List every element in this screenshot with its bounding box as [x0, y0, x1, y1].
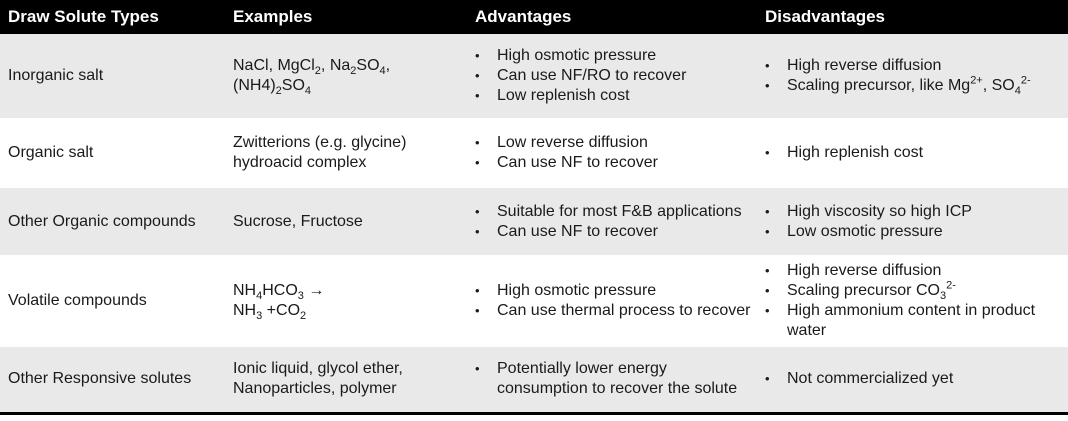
disadvantage-item: Scaling precursor, like Mg2+, SO42-: [765, 75, 1068, 97]
header-draw-solute-types: Draw Solute Types: [0, 0, 225, 34]
examples-cell: Ionic liquid, glycol ether, Nanoparticles…: [225, 346, 462, 415]
advantage-item: Low replenish cost: [475, 86, 757, 106]
disadvantages-cell: High replenish cost: [757, 119, 1068, 188]
advantage-item: Suitable for most F&B applications: [475, 202, 757, 222]
disadvantage-item: Low osmotic pressure: [765, 222, 1068, 242]
example-line: (NH4)2SO4: [233, 77, 312, 98]
disadvantage-item: High ammonium content in product water: [765, 301, 1068, 341]
advantage-item: Can use NF to recover: [475, 153, 757, 173]
advantage-item: Can use thermal process to recover: [475, 301, 757, 321]
disadvantage-item: High replenish cost: [765, 143, 1068, 163]
disadvantages-cell: Not commercialized yet: [757, 346, 1068, 415]
disadvantages-list: High viscosity so high ICPLow osmotic pr…: [765, 202, 1068, 242]
advantages-list: Low reverse diffusionCan use NF to recov…: [475, 133, 757, 173]
disadvantages-list: Not commercialized yet: [765, 369, 1068, 389]
advantages-cell: Low reverse diffusionCan use NF to recov…: [462, 119, 757, 188]
example-line: hydroacid complex: [233, 154, 367, 171]
header-disadvantages: Disadvantages: [757, 0, 1068, 34]
disadvantages-cell: High reverse diffusionScaling precursor …: [757, 256, 1068, 347]
example-line: Sucrose, Fructose: [233, 212, 363, 230]
disadvantage-item: High reverse diffusion: [765, 56, 1068, 76]
advantage-item: High osmotic pressure: [475, 46, 757, 66]
advantages-cell: High osmotic pressureCan use NF/RO to re…: [462, 34, 757, 120]
examples-cell: Sucrose, Fructose: [225, 187, 462, 257]
disadvantages-cell: High viscosity so high ICPLow osmotic pr…: [757, 187, 1068, 257]
examples-cell: NaCl, MgCl2, Na2SO4, (NH4)2SO4: [225, 34, 462, 120]
example-line: NH3 +CO2: [233, 302, 307, 323]
solute-type-cell: Volatile compounds: [0, 256, 225, 347]
example-line: NaCl, MgCl2, Na2SO4,: [233, 57, 391, 78]
disadvantage-item: Not commercialized yet: [765, 369, 1068, 389]
example-line: Nanoparticles, polymer: [233, 380, 397, 398]
solute-type-cell: Other Organic compounds: [0, 187, 225, 257]
solute-type-cell: Inorganic salt: [0, 34, 225, 120]
advantages-list: Potentially lower energy consumption to …: [475, 359, 757, 399]
disadvantage-item: High reverse diffusion: [765, 261, 1068, 281]
disadvantages-list: High reverse diffusionScaling precursor …: [765, 261, 1068, 341]
advantages-cell: Suitable for most F&B applicationsCan us…: [462, 187, 757, 257]
advantage-item: Can use NF to recover: [475, 222, 757, 242]
table-row: Other Organic compounds Sucrose, Fructose…: [0, 187, 1068, 257]
table-row: Inorganic salt NaCl, MgCl2, Na2SO4, (NH4)2…: [0, 34, 1068, 120]
advantage-item: High osmotic pressure: [475, 281, 757, 301]
solute-type-cell: Other Responsive solutes: [0, 346, 225, 415]
advantage-item: Low reverse diffusion: [475, 133, 757, 153]
solute-type-cell: Organic salt: [0, 119, 225, 188]
advantages-cell: High osmotic pressureCan use thermal pro…: [462, 256, 757, 347]
example-line: NH4HCO3 →: [233, 282, 325, 303]
advantage-item: Potentially lower energy consumption to …: [475, 359, 757, 399]
disadvantage-item: Scaling precursor CO32-: [765, 280, 1068, 302]
examples-cell: NH4HCO3 → NH3 +CO2: [225, 256, 462, 347]
advantages-cell: Potentially lower energy consumption to …: [462, 346, 757, 415]
header-examples: Examples: [225, 0, 462, 34]
advantages-list: High osmotic pressureCan use thermal pro…: [475, 281, 757, 321]
disadvantage-item: High viscosity so high ICP: [765, 202, 1068, 222]
advantages-list: Suitable for most F&B applicationsCan us…: [475, 202, 757, 242]
disadvantages-list: High replenish cost: [765, 143, 1068, 163]
examples-cell: Zwitterions (e.g. glycine) hydroacid comp…: [225, 119, 462, 188]
advantage-item: Can use NF/RO to recover: [475, 66, 757, 86]
disadvantages-list: High reverse diffusionScaling precursor,…: [765, 56, 1068, 97]
disadvantages-cell: High reverse diffusionScaling precursor,…: [757, 34, 1068, 120]
header-row: Draw Solute Types Examples Advantages Di…: [0, 0, 1068, 34]
advantages-list: High osmotic pressureCan use NF/RO to re…: [475, 46, 757, 106]
table-row: Organic salt Zwitterions (e.g. glycine) hy…: [0, 119, 1068, 188]
example-line: Ionic liquid, glycol ether,: [233, 360, 403, 378]
example-line: Zwitterions (e.g. glycine): [233, 134, 407, 151]
table-row: Other Responsive solutes Ionic liquid, gl…: [0, 346, 1068, 415]
header-advantages: Advantages: [462, 0, 757, 34]
